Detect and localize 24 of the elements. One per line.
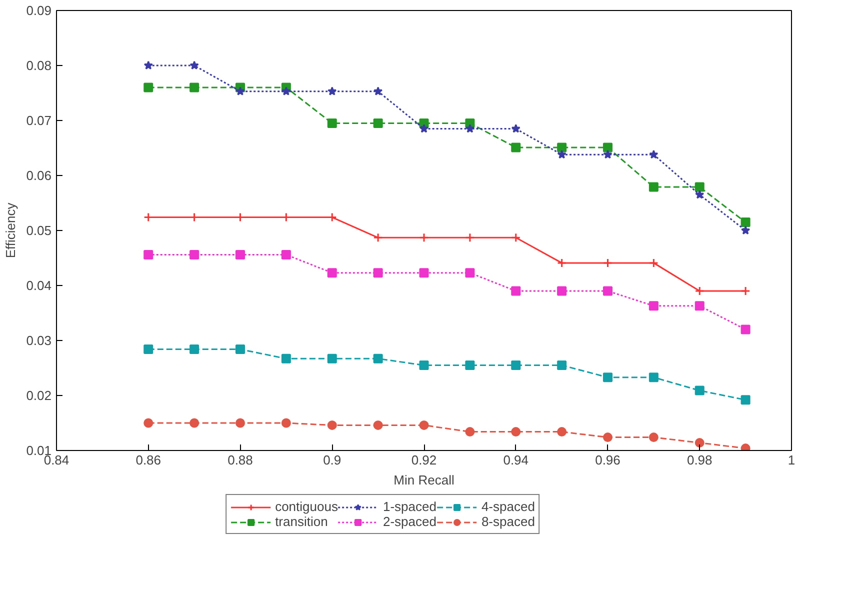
legend-label: 1-spaced: [382, 499, 436, 514]
y-tick-label: 0.03: [26, 333, 52, 348]
x-tick-label: 0.9: [323, 452, 342, 468]
x-tick-label: 1: [788, 452, 796, 468]
x-tick-label: 0.96: [595, 452, 620, 468]
x-axis-title: Min Recall: [394, 472, 454, 488]
y-tick-label: 0.09: [26, 3, 52, 18]
legend-label: 4-spaced: [481, 499, 535, 514]
legend-label: 8-spaced: [481, 514, 535, 529]
y-tick-label: 0.02: [26, 388, 52, 403]
x-tick-label: 0.94: [503, 452, 529, 468]
y-tick-label: 0.04: [26, 278, 52, 293]
x-tick-label: 0.88: [228, 452, 253, 468]
y-axis-title: Efficiency: [3, 202, 18, 258]
x-tick-label: 0.98: [686, 452, 712, 468]
y-tick-label: 0.08: [26, 58, 52, 73]
x-tick-label: 0.86: [136, 452, 162, 468]
legend-label: transition: [275, 514, 328, 529]
y-tick-label: 0.06: [26, 168, 52, 183]
legend-label: contiguous: [275, 499, 338, 514]
x-tick-label: 0.92: [411, 452, 437, 468]
y-tick-label: 0.07: [26, 113, 52, 128]
y-tick-label: 0.05: [26, 223, 52, 238]
legend-label: 2-spaced: [382, 514, 436, 529]
